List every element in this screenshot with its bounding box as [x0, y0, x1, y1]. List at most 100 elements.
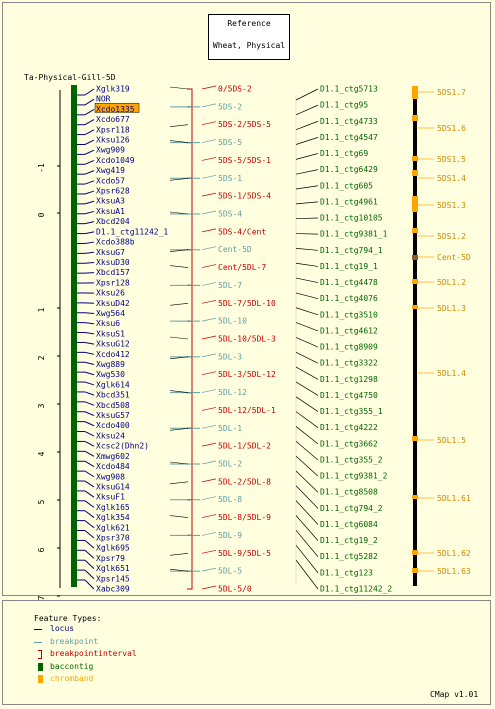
map3-contig-label[interactable]: D1.1_ctg355_1	[320, 407, 383, 416]
map2-interval-label[interactable]: 5DL-5/0	[218, 585, 252, 594]
map4-centromere[interactable]	[412, 255, 418, 260]
map4-band-box[interactable]	[412, 86, 418, 99]
map1-locus-label[interactable]: Xglk621	[96, 523, 130, 532]
map1-locus-label[interactable]: Xcdo484	[96, 462, 130, 471]
map4-band-label[interactable]: 5DL1.63	[437, 567, 471, 576]
map1-locus-label[interactable]: XksuG7	[96, 248, 125, 257]
map1-locus-label[interactable]: Xpsr118	[96, 125, 130, 134]
map2-interval-label[interactable]: Cent/5DL-7	[218, 263, 266, 272]
map3-contig-label[interactable]: D1.1_ctg19_1	[320, 262, 378, 271]
map1-locus-label[interactable]: Xabc309	[96, 585, 130, 594]
map1-locus-label[interactable]: Xcdo677	[96, 115, 130, 124]
map1-locus-label[interactable]: Xmwg602	[96, 452, 130, 461]
map1-locus-label[interactable]: Xwg909	[96, 146, 125, 155]
map4-band-box[interactable]	[412, 115, 418, 121]
map2-interval-label[interactable]: 5DL-3/5DL-12	[218, 370, 276, 379]
map1-locus-label[interactable]: Xbcd204	[96, 217, 130, 226]
map2-interval-label[interactable]: 5DL-12/5DL-1	[218, 406, 276, 415]
map2-interval-label[interactable]: 5DS-1/5DS-4	[218, 192, 271, 201]
map1-locus-label[interactable]: XksuD30	[96, 258, 130, 267]
map3-contig-label[interactable]: D1.1_ctg605	[320, 181, 373, 190]
map4-band-label[interactable]: 5DL1.61	[437, 494, 471, 503]
map4-band-box[interactable]	[412, 228, 418, 233]
map1-locus-label[interactable]: Xpsr79	[96, 554, 125, 563]
map4-band-label[interactable]: 5DS1.5	[437, 155, 466, 164]
map1-locus-label[interactable]: Xcdo1335	[96, 105, 135, 114]
map2-interval-bracket[interactable]	[187, 427, 193, 465]
map4-band-box[interactable]	[412, 170, 418, 176]
map3-contig-label[interactable]: D1.1_ctg19_2	[320, 536, 378, 545]
map4-band-label[interactable]: 5DS1.4	[437, 174, 466, 183]
map4-band-label[interactable]: 5DL1.62	[437, 549, 471, 558]
map1-locus-label[interactable]: Xksu24	[96, 431, 125, 440]
map1-title[interactable]: Ta-Physical-Gill-5D	[24, 73, 116, 82]
map1-locus-label[interactable]: Xwg564	[96, 309, 125, 318]
map1-locus-label[interactable]: Xpsr128	[96, 278, 130, 287]
map1-locus-label[interactable]: Xbcd157	[96, 268, 130, 277]
map1-locus-label[interactable]: Xbcd351	[96, 391, 130, 400]
map1-locus-label[interactable]: XksuD42	[96, 299, 130, 308]
map4-band-box[interactable]	[412, 196, 418, 212]
map2-interval-label[interactable]: 5DS-5/5DS-1	[218, 156, 271, 165]
map4-band-label[interactable]: Cent-5D	[437, 253, 471, 262]
map2-interval-bracket[interactable]	[187, 88, 193, 108]
map3-contig-label[interactable]: D1.1_ctg794_1	[320, 246, 383, 255]
map2-breakpoint-label[interactable]: 5DL-7	[218, 281, 242, 290]
map3-contig-label[interactable]: D1.1_ctg4961	[320, 197, 378, 206]
map1-locus-label[interactable]: Xglk319	[96, 85, 130, 94]
map3-contig-label[interactable]: D1.1_ctg3322	[320, 359, 378, 368]
map1-locus-label[interactable]: Xwg530	[96, 370, 125, 379]
map2-breakpoint-label[interactable]: 5DL-3	[218, 352, 242, 361]
map1-locus-label[interactable]: D1.1_ctg11242_1	[96, 227, 168, 236]
map1-locus-label[interactable]: Xwg889	[96, 360, 125, 369]
map1-locus-label[interactable]: Xcdo412	[96, 350, 130, 359]
map3-contig-label[interactable]: D1.1_ctg8508	[320, 488, 378, 497]
map2-interval-label[interactable]: 5DS-4/Cent	[218, 227, 266, 236]
map4-bar[interactable]	[413, 86, 417, 586]
map1-locus-label[interactable]: Xcdo400	[96, 421, 130, 430]
map4-band-label[interactable]: 5DL1.3	[437, 304, 466, 313]
map3-contig-label[interactable]: D1.1_ctg4547	[320, 133, 378, 142]
map3-contig-label[interactable]: D1.1_ctg794_2	[320, 504, 383, 513]
map2-interval-bracket[interactable]	[187, 213, 193, 251]
map2-breakpoint-label[interactable]: 5DL-1	[218, 424, 242, 433]
map1-locus-label[interactable]: XksuG57	[96, 411, 130, 420]
map1-locus-label[interactable]: Xcsc2(Dhn2)	[96, 442, 149, 451]
map1-bar[interactable]	[71, 85, 77, 587]
map2-interval-label[interactable]: 5DL-9/5DL-5	[218, 549, 271, 558]
map4-band-box[interactable]	[412, 550, 418, 555]
map1-locus-label[interactable]: XksuS1	[96, 329, 125, 338]
map1-locus-label[interactable]: Xksu26	[96, 289, 125, 298]
map2-interval-label[interactable]: 5DL-8/5DL-9	[218, 513, 271, 522]
map3-contig-label[interactable]: D1.1_ctg4076	[320, 294, 378, 303]
map4-band-box[interactable]	[412, 279, 418, 284]
map1-locus-label[interactable]: XksuA1	[96, 207, 125, 216]
map4-band-label[interactable]: 5DS1.3	[437, 201, 466, 210]
map1-locus-label[interactable]: XksuF1	[96, 493, 125, 502]
map2-breakpoint-label[interactable]: 5DS-5	[218, 138, 242, 147]
map2-breakpoint-label[interactable]: 5DL-9	[218, 531, 242, 540]
map1-locus-label[interactable]: Xglk695	[96, 544, 130, 553]
map2-interval-label[interactable]: 5DL-7/5DL-10	[218, 299, 276, 308]
map3-contig-label[interactable]: D1.1_ctg5282	[320, 552, 378, 561]
map2-breakpoint-label[interactable]: 5DL-10	[218, 317, 247, 326]
map1-locus-label[interactable]: XksuG12	[96, 340, 130, 349]
map3-contig-label[interactable]: D1.1_ctg4478	[320, 278, 378, 287]
map1-locus-label[interactable]: XksuA3	[96, 197, 125, 206]
map1-locus-label[interactable]: Xpsr370	[96, 533, 130, 542]
map3-contig-label[interactable]: D1.1_ctg95	[320, 101, 368, 110]
map3-contig-label[interactable]: D1.1_ctg4750	[320, 391, 378, 400]
map4-band-box[interactable]	[412, 436, 418, 441]
map3-contig-label[interactable]: D1.1_ctg4733	[320, 117, 378, 126]
map2-breakpoint-label[interactable]: Cent-5D	[218, 245, 252, 254]
map2-interval-bracket[interactable]	[187, 142, 193, 179]
map1-locus-label[interactable]: Xksu126	[96, 136, 130, 145]
map3-contig-label[interactable]: D1.1_ctg1298	[320, 375, 378, 384]
map2-breakpoint-label[interactable]: 5DL-8	[218, 495, 242, 504]
map2-interval-bracket[interactable]	[187, 356, 193, 394]
map1-locus-label[interactable]: Xcdo57	[96, 176, 125, 185]
map2-interval-label[interactable]: 0/5DS-2	[218, 85, 252, 94]
map3-contig-label[interactable]: D1.1_ctg9381_2	[320, 472, 388, 481]
map4-band-label[interactable]: 5DS1.6	[437, 124, 466, 133]
map4-band-label[interactable]: 5DL1.2	[437, 278, 466, 287]
